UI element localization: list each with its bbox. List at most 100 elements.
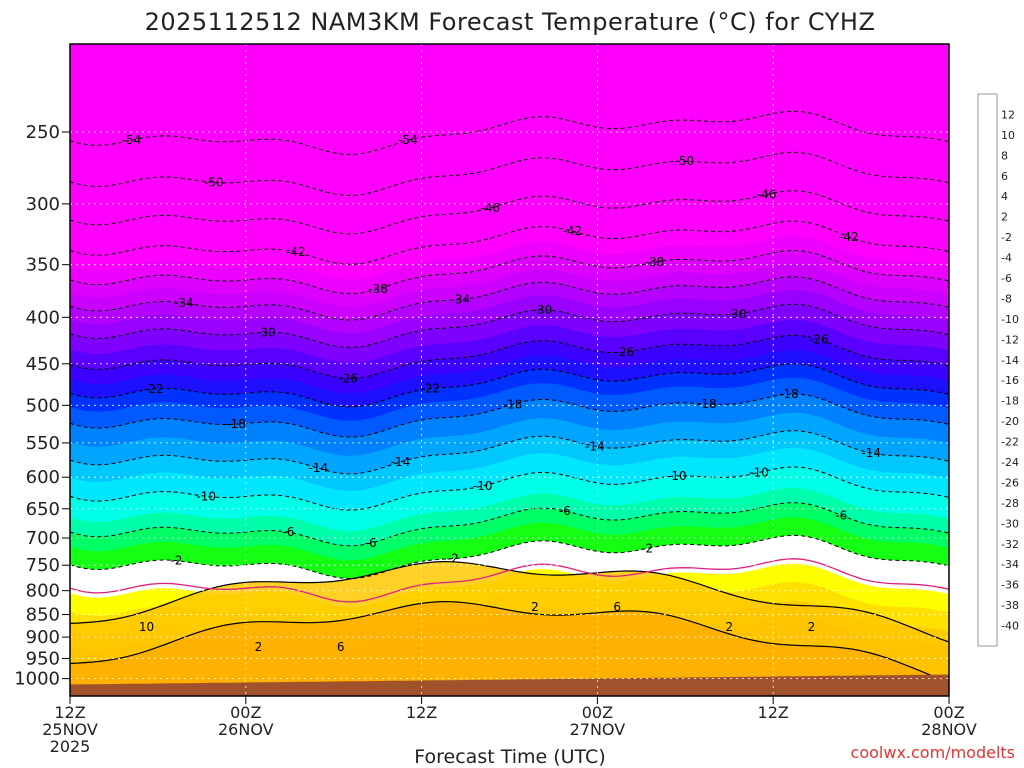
x-tick-label: 00Z [933,703,964,722]
contour-label: -18 [503,397,523,411]
contour-label: -10 [473,479,493,493]
colorbar-tick-label: 2 [1001,211,1008,224]
colorbar-tick-label: -10 [1001,313,1019,326]
contour-label: 2 [725,620,733,634]
terrain-ground [70,674,949,696]
contour-label: -2 [641,541,653,555]
isotherm-dashed [70,303,949,348]
contour-label: -22 [144,382,164,396]
contour-label: -10 [749,466,769,480]
x-tick-label: 27NOV [570,720,626,739]
contour-label: -26 [615,345,635,359]
contour-label: -18 [697,397,717,411]
isotherm-solid [70,600,949,683]
x-tick-label: 00Z [582,703,613,722]
warm-layer-fill [70,561,949,696]
contour-label: -26 [338,371,358,385]
y-tick-label: 850 [26,605,60,626]
contour-label: -54 [122,133,142,147]
contour-label: -10 [667,469,687,483]
contour-label: -42 [286,245,306,259]
colorbar-tick-label: -18 [1001,395,1019,408]
colorbar-tick-label: -28 [1001,497,1019,510]
y-axis-pressure: 2503003504004505005506006507007508008509… [14,122,70,690]
contour-label: -6 [282,525,294,539]
colorbar-tick-label: 4 [1001,190,1008,203]
contour-label: -46 [757,188,777,202]
contour-label: -6 [365,536,377,550]
colorbar-tick-label: 8 [1001,149,1008,162]
contour-label: 2 [255,640,263,654]
y-tick-label: 600 [26,467,60,488]
credit-text[interactable]: coolwx.com/modelts [851,743,1015,762]
y-tick-label: 350 [26,255,60,276]
x-axis-label: Forecast Time (UTC) [414,746,605,768]
contour-label: -14 [308,461,328,475]
isotherm-dashed [70,502,949,547]
contour-label: -42 [562,224,582,238]
contour-label: 6 [337,640,345,654]
colorbar-tick-label: -14 [1001,354,1019,367]
colorbar-tick-label: -40 [1001,620,1019,633]
contour-label: -38 [645,255,665,269]
contour-label: -14 [585,439,605,453]
colorbar-tick-label: -2 [1001,231,1012,244]
isotherm-dashed [70,220,949,265]
colorbar-tick-label: -8 [1001,292,1012,305]
colorbar-legend: -40-38-36-34-32-30-28-26-24-22-20-18-16-… [977,93,1019,647]
contour-label: -14 [391,455,411,469]
y-tick-label: 950 [26,648,60,669]
contour-label: -50 [204,176,224,190]
colorbar-tick-label: 6 [1001,170,1008,183]
y-tick-label: 800 [26,581,60,602]
colorbar-tick-label: -24 [1001,456,1019,469]
grid-lines [70,44,949,696]
x-tick-label: 12Z [54,703,85,722]
contour-label: -22 [421,382,441,396]
contour-label: -18 [226,417,246,431]
colorbar-tick-label: 10 [1001,129,1015,142]
isotherm-dashed [70,393,949,438]
isotherm-dashed [70,249,949,295]
contour-label: -2 [170,554,182,568]
y-tick-label: 500 [26,395,60,416]
y-tick-label: 400 [26,307,60,328]
contour-label: -30 [256,325,276,339]
contour-label: -26 [809,333,829,347]
isotherm-dashed [70,151,949,196]
colorbar-tick-label: -30 [1001,517,1019,530]
isotherm-dashed [70,190,949,235]
colorbar-tick-label: -12 [1001,333,1019,346]
x-tick-label: 2025 [50,737,91,756]
x-tick-label: 00Z [230,703,261,722]
isotherm-dashed [70,334,949,379]
colorbar-tick-label: 12 [1001,108,1015,121]
contour-label: -42 [839,230,859,244]
isotherm-dashed [70,110,949,155]
colorbar-tick-label: -22 [1001,436,1019,449]
y-tick-label: 250 [26,122,60,143]
x-tick-label: 26NOV [218,720,274,739]
colorbar-frame [977,93,998,647]
y-tick-label: 900 [26,627,60,648]
isotherm-dashed [70,276,949,321]
colorbar-tick-label: -36 [1001,579,1019,592]
plot-frame [69,43,950,697]
contour-label: -30 [727,307,747,321]
contour-label: -6 [835,508,847,522]
x-tick-label: 12Z [758,703,789,722]
colorbar-tick-label: -6 [1001,272,1012,285]
x-tick-label: 28NOV [921,720,977,739]
isotherm-dashed [70,534,949,580]
contour-label: -2 [447,552,459,566]
y-tick-label: 450 [26,354,60,375]
y-tick-label: 650 [26,499,60,520]
warm-core-inner [70,601,949,696]
isotherm-dashed [70,363,949,408]
colorbar-tick-label: -38 [1001,599,1019,612]
colorbar-tick-label: -32 [1001,538,1019,551]
freezing-line [70,558,949,603]
y-tick-label: 750 [26,555,60,576]
